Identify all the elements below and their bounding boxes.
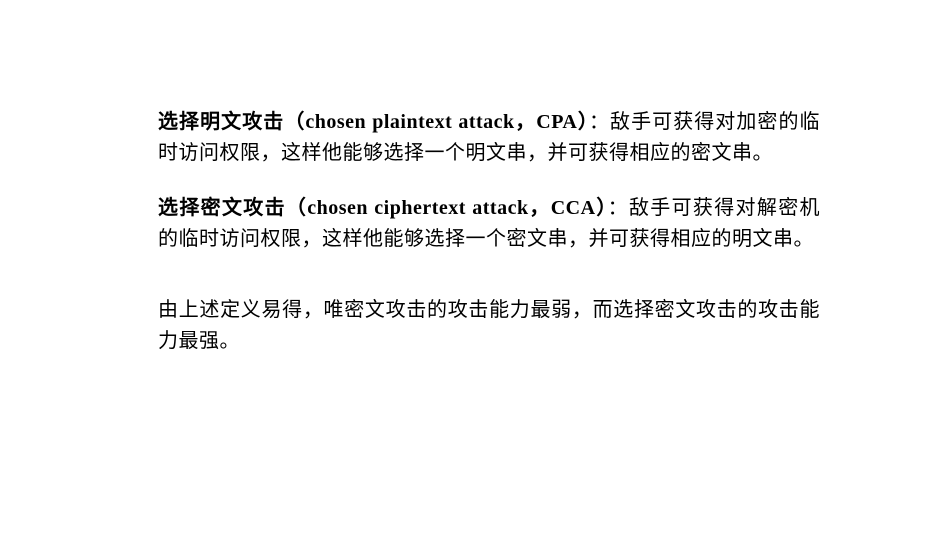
term-cca-en: （chosen ciphertext attack，CCA）: [286, 197, 608, 219]
paragraph-conclusion: 由上述定义易得，唯密文攻击的攻击能力最弱，而选择密文攻击的攻击能力最强。: [158, 295, 820, 357]
term-cca-zh: 选择密文攻击: [158, 197, 286, 219]
term-cpa-zh: 选择明文攻击: [158, 111, 284, 133]
paragraph-cca: 选择密文攻击（chosen ciphertext attack，CCA）：敌手可…: [158, 193, 820, 255]
conclusion-body: 由上述定义易得，唯密文攻击的攻击能力最弱，而选择密文攻击的攻击能力最强。: [158, 299, 820, 352]
paragraph-cpa: 选择明文攻击（chosen plaintext attack，CPA）：敌手可获…: [158, 107, 820, 169]
term-cpa-en: （chosen plaintext attack，CPA）: [284, 111, 589, 133]
